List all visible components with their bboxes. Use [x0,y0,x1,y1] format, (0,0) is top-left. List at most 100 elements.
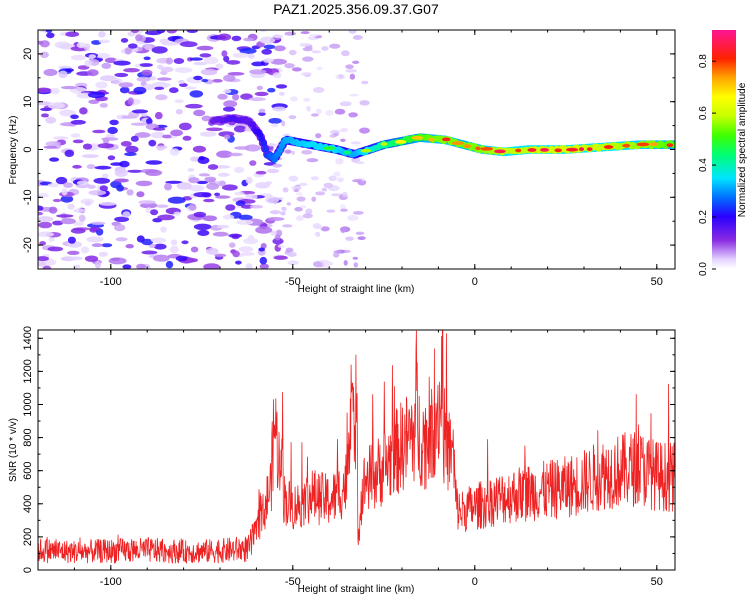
spectrogram-noise-blob [235,219,254,225]
spectrogram-noise-blob [127,97,134,105]
ridge-core [343,150,351,155]
spectrogram-noise-blob [145,160,163,165]
spectrogram-noise-blob [281,120,286,127]
spectrogram-noise-blob [38,256,49,262]
spectrogram-noise-blob [50,87,60,95]
spectrogram-noise-blob [214,192,221,197]
x-tick-label: 50 [651,276,663,288]
y-tick-label: 0 [22,567,34,573]
spectrogram-noise-blob [270,230,277,236]
ridge-body [258,136,266,143]
spectrogram-noise-blob [87,69,99,77]
spectrogram-noise-blob [108,257,127,265]
spectrogram-noise-blob [43,68,58,77]
spectrogram-noise-blob [72,164,82,169]
spectrogram-noise-blob [249,204,263,209]
spectrogram-noise-blob [353,262,359,268]
spectrogram-noise-blob [340,208,348,212]
ridge-core [451,141,465,146]
spectrogram-noise-blob [157,77,172,81]
spectrogram-noise-blob [349,114,355,118]
spectrogram-noise-blob [125,244,134,249]
spectrogram-noise-blob [345,64,354,69]
spectrogram-noise-blob [343,260,348,266]
spectrogram-noise-blob [160,226,167,233]
x-tick-label: 0 [472,576,478,588]
spectrogram-noise-blob [188,177,200,184]
spectrogram-noise-blob [65,68,74,72]
spectrogram-noise-blob [134,132,151,138]
ridge-body [262,146,269,153]
spectrogram-noise-blob [214,253,227,258]
spectrogram-noise-blob [204,176,217,182]
spectrogram-noise-blob [326,209,336,213]
spectrogram-noise-blob [99,103,108,108]
spectrogram-noise-blob [86,164,96,170]
spectrogram-noise-blob [302,213,313,219]
colorbar-tick-label: 0.0 [698,262,709,276]
y-tick-label: -10 [22,189,34,205]
spectrogram-noise-blob [200,68,218,76]
spectrogram-noise-blob [98,251,108,257]
spectrogram-noise-blob [251,61,265,67]
spectrogram-noise-blob [53,136,69,140]
spectrogram-noise-blob [93,177,111,184]
spectrogram-noise-blob [263,44,276,50]
spectrogram-noise-blob [88,99,100,105]
spectrogram-noise-blob [259,263,269,269]
spectrogram-noise-blob [261,48,273,55]
spectrogram-noise-blob [217,93,228,100]
spectrogram-noise-blob [238,246,254,253]
spectrogram-noise-blob [115,237,128,242]
spectrogram-noise-blob [174,99,184,104]
spectrogram-noise-blob [79,107,88,115]
spectrogram-noise-blob [141,238,153,246]
spectrogram-noise-blob [273,199,278,204]
spectrogram-noise-blob [281,206,286,211]
spectrogram-noise-blob [144,30,162,36]
spectrogram-noise-blob [40,51,49,58]
spectrogram-noise-blob [217,33,232,41]
spectrogram-noise-blob [232,52,249,58]
spectrogram-noise-blob [122,211,131,218]
spectrogram-noise-blob [132,47,139,52]
spectrogram-noise-blob [352,256,359,260]
spectrogram-noise-blob [169,245,179,254]
spectrogram-noise-blob [119,86,130,94]
snr-y-label: SNR (10 * v/v) [8,418,19,482]
spectrogram-noise-blob [333,132,339,137]
spectrogram-noise-blob [38,87,52,93]
spectrogram-noise-blob [300,31,310,35]
ridge-core [527,148,537,152]
spectrogram-noise-blob [288,49,297,56]
spectrogram-noise-blob [355,231,365,235]
spectrogram-noise-blob [87,91,106,99]
spectrogram-noise-blob [340,227,346,234]
spectrogram-noise-blob [41,113,49,118]
spectrogram-noise-blob [124,152,137,157]
spectrogram-noise-blob [90,221,106,225]
spectrogram-noise-blob [164,182,172,191]
spectrogram-noise-blob [315,133,322,139]
spectrogram-noise-blob [70,133,81,138]
spectrogram-noise-blob [290,150,296,155]
spectrogram-noise-blob [38,211,44,216]
spectrogram-noise-blob [243,37,255,42]
spectrogram-noise-blob [139,63,153,67]
spectrogram-noise-blob [127,169,143,173]
spectrogram-noise-blob [120,38,129,43]
ridge-core [649,142,659,147]
spectrogram-noise-blob [291,185,302,191]
spectrogram-y-ticks: -20 -10 0 10 20 [22,29,675,270]
spectrogram-noise-blob [218,131,235,138]
spectrogram-noise-blob [249,160,257,166]
spectrogram-noise-blob [150,131,165,139]
spectrogram-noise-blob [284,31,297,36]
spectrogram-noise-blob [38,221,52,229]
spectrogram-noise-blob [193,211,207,218]
spectrogram-noise-blob [119,160,130,168]
spectrogram-noise-blob [193,192,211,198]
spectrogram-noise-blob [313,87,325,93]
ridge-core [566,147,579,152]
